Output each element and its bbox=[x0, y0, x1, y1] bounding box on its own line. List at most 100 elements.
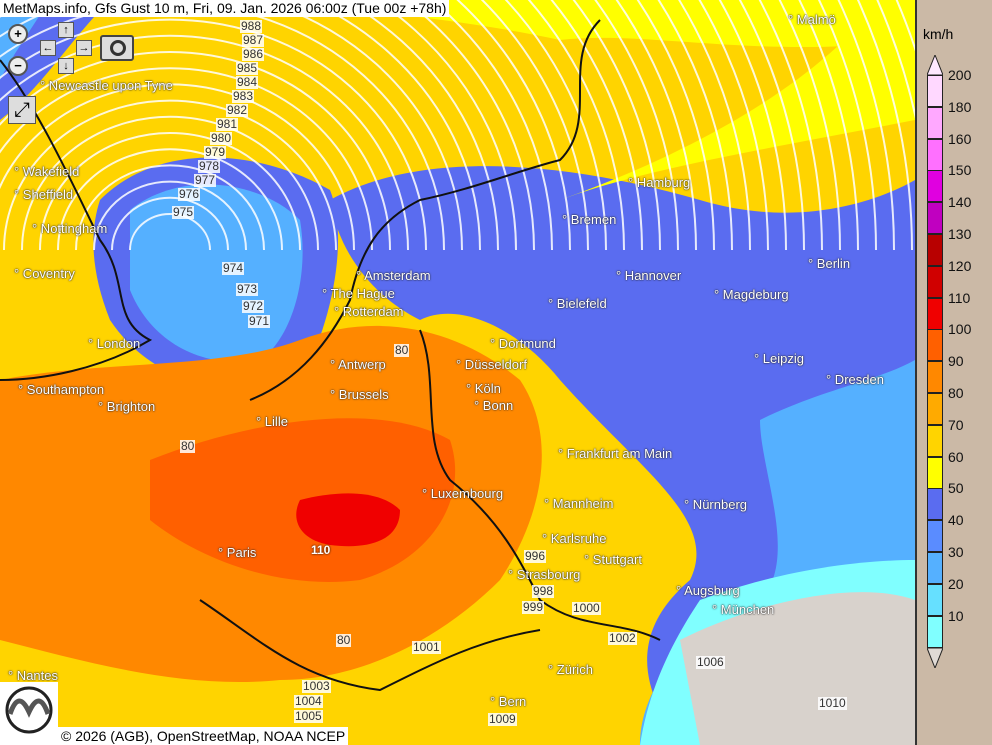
isobar-label: 971 bbox=[248, 314, 271, 328]
city-label: ° Hamburg bbox=[628, 175, 691, 190]
legend-tick: 70 bbox=[948, 416, 964, 433]
isoline bbox=[0, 0, 481, 251]
isoline bbox=[39, 132, 301, 251]
city-label: ° Zürich bbox=[548, 662, 593, 677]
city-label: ° Berlin bbox=[808, 256, 851, 271]
city-label: ° Southampton bbox=[18, 382, 105, 397]
isoline bbox=[21, 115, 319, 251]
legend-tick: 160 bbox=[948, 130, 972, 147]
isobar-label: 998 bbox=[532, 584, 555, 598]
isoline bbox=[657, 0, 733, 251]
isoline bbox=[430, 0, 553, 251]
isoline bbox=[374, 0, 517, 251]
city-label: ° München bbox=[712, 602, 775, 617]
isoline bbox=[504, 0, 607, 251]
city-label: ° Dortmund bbox=[490, 336, 556, 351]
isobar-label: 996 bbox=[524, 549, 547, 563]
city-label: ° Köln bbox=[466, 381, 501, 396]
city-label: ° Mannheim bbox=[544, 496, 614, 511]
isobar-label: 978 bbox=[198, 159, 221, 173]
metmaps-logo bbox=[0, 682, 58, 745]
legend-tick: 140 bbox=[948, 194, 972, 211]
isoline bbox=[129, 213, 211, 251]
city-label: ° Nürnberg bbox=[684, 497, 748, 512]
legend-tick: 40 bbox=[948, 512, 964, 529]
legend-color-bin bbox=[927, 106, 943, 139]
pan-right-button[interactable]: → bbox=[76, 40, 92, 56]
city-label: ° London bbox=[88, 336, 141, 351]
isoline bbox=[0, 34, 409, 251]
isobar-label: 972 bbox=[242, 299, 265, 313]
legend-tick: 100 bbox=[948, 321, 972, 338]
pan-left-button[interactable]: ← bbox=[40, 40, 56, 56]
city-label: ° Bern bbox=[490, 694, 527, 709]
city-label: ° Luxembourg bbox=[422, 486, 504, 501]
legend-color-bin bbox=[927, 202, 943, 235]
city-label: ° Lille bbox=[256, 414, 288, 429]
isoline bbox=[456, 0, 571, 251]
isobar-label: 80 bbox=[394, 343, 410, 357]
city-label: ° Magdeburg bbox=[714, 287, 789, 302]
isoline bbox=[480, 0, 589, 251]
legend-color-bin bbox=[927, 297, 943, 330]
legend-tick: 180 bbox=[948, 98, 972, 115]
weather-map[interactable]: MetMaps.info, Gfs Gust 10 m, Fri, 09. Ja… bbox=[0, 0, 915, 745]
legend-tick: 60 bbox=[948, 448, 964, 465]
camera-icon[interactable] bbox=[100, 35, 134, 61]
isoline bbox=[0, 83, 355, 251]
city-label: ° Sheffield bbox=[14, 187, 74, 202]
city-label: ° Frankfurt am Main bbox=[558, 446, 673, 461]
city-label: ° Leipzig bbox=[754, 351, 805, 366]
isobar-label: 1005 bbox=[294, 709, 323, 723]
isobar-label: 977 bbox=[194, 173, 217, 187]
copyright: © 2026 (AGB), OpenStreetMap, NOAA NCEP bbox=[58, 727, 349, 745]
isobar-label: 987 bbox=[242, 33, 265, 47]
isoline bbox=[636, 0, 715, 251]
legend-tick: 200 bbox=[948, 67, 972, 83]
legend-color-bin bbox=[927, 615, 943, 648]
legend-color-bin bbox=[927, 393, 943, 425]
zoom-in-button[interactable]: + bbox=[8, 24, 28, 44]
city-label: ° Wakefield bbox=[14, 164, 80, 179]
legend-color-bin bbox=[927, 552, 943, 584]
legend-tick: 90 bbox=[948, 353, 964, 370]
legend-tick: 20 bbox=[948, 575, 964, 592]
legend-tick: 80 bbox=[948, 385, 964, 401]
fullscreen-icon[interactable]: ⤢ bbox=[8, 96, 36, 124]
isobar-label: 984 bbox=[236, 75, 259, 89]
isobar-label: 1004 bbox=[294, 694, 323, 708]
isobar-label: 980 bbox=[210, 131, 233, 145]
isobar-label: 976 bbox=[178, 187, 201, 201]
city-label: ° Karlsruhe bbox=[542, 531, 607, 546]
city-label: ° Coventry bbox=[14, 266, 75, 281]
legend-color-bin bbox=[927, 329, 943, 362]
city-label: ° Augsburg bbox=[676, 583, 740, 598]
pan-down-button[interactable]: ↓ bbox=[58, 58, 74, 74]
isobar-label: 981 bbox=[216, 117, 239, 131]
legend-color-bin bbox=[927, 170, 943, 203]
legend-top-arrow bbox=[927, 55, 943, 75]
legend-color-bin bbox=[927, 265, 943, 298]
zoom-out-button[interactable]: − bbox=[8, 56, 28, 76]
city-label: ° Amsterdam bbox=[356, 268, 431, 283]
isoline bbox=[0, 0, 463, 251]
color-legend: km/h 200 180 160 150 140 130 120 110 100 90 80 70 60… bbox=[915, 0, 992, 745]
isoline bbox=[0, 18, 427, 251]
legend-tick: 30 bbox=[948, 544, 964, 560]
isoline bbox=[572, 0, 661, 251]
legend-tick: 150 bbox=[948, 162, 972, 179]
isobar-label: 999 bbox=[522, 600, 545, 614]
isoline bbox=[3, 99, 337, 251]
city-label: ° Hannover bbox=[616, 268, 682, 283]
isobar-label: 982 bbox=[226, 103, 249, 117]
legend-color-bin bbox=[927, 138, 943, 171]
city-label: ° Brussels bbox=[330, 387, 389, 402]
city-label: ° Bielefeld bbox=[548, 296, 607, 311]
isoline bbox=[93, 180, 247, 251]
city-label: ° Rotterdam bbox=[334, 304, 404, 319]
pan-up-button[interactable]: ↑ bbox=[58, 22, 74, 38]
isobar-label: 1010 bbox=[818, 696, 847, 710]
isobar-label: 988 bbox=[240, 19, 263, 33]
isobar-label: 1006 bbox=[696, 655, 725, 669]
isobar-label: 1002 bbox=[608, 631, 637, 645]
